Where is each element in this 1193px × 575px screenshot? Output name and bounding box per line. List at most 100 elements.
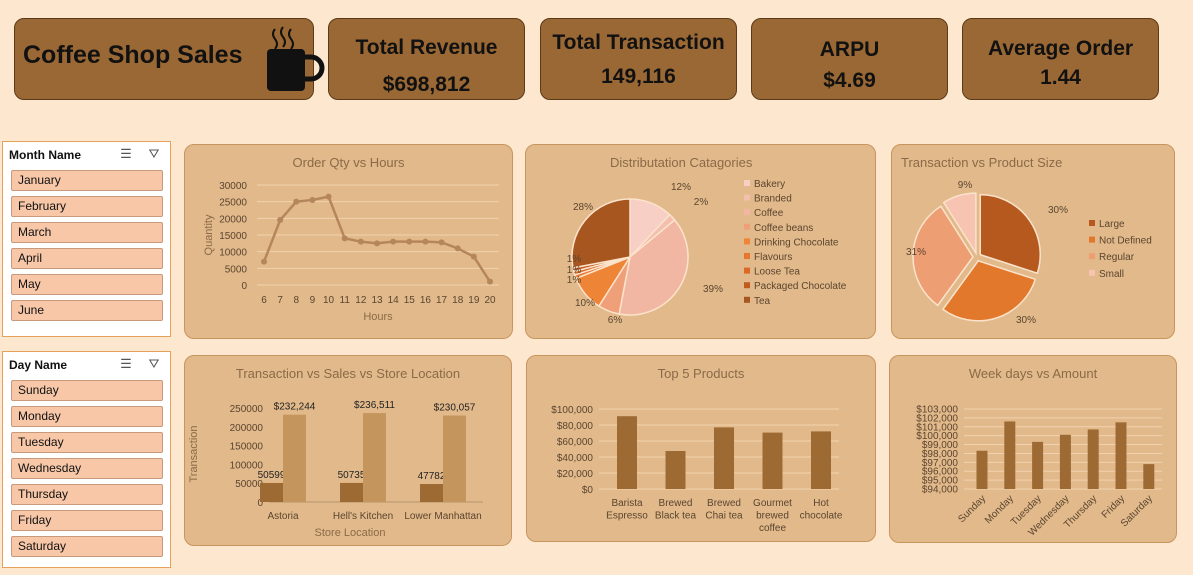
slice-label: 1% bbox=[567, 254, 582, 265]
chart-title: Distributation Catagories bbox=[610, 155, 753, 170]
slicer-item-thursday[interactable]: Thursday bbox=[11, 484, 163, 505]
x-tick-label: 7 bbox=[277, 295, 283, 306]
bar bbox=[714, 427, 734, 489]
clear-filter-icon[interactable]: ⛛ bbox=[148, 356, 160, 371]
bar bbox=[811, 431, 831, 489]
y-tick-label: 0 bbox=[257, 498, 263, 509]
legend-label: Branded bbox=[754, 194, 792, 205]
category-panel: Distributation Catagories 12% 2% 39% 6% 10% 1… bbox=[525, 144, 876, 339]
store-panel: Transaction vs Sales vs Store Location 0… bbox=[184, 355, 512, 546]
x-tick-label: coffee bbox=[759, 523, 786, 534]
bar bbox=[420, 484, 443, 502]
y-tick-label: $100,000 bbox=[916, 431, 958, 442]
bar bbox=[1059, 434, 1071, 489]
clear-filter-icon[interactable]: ⛛ bbox=[148, 146, 160, 161]
order-qty-line-chart: 0 5000 10000 15000 20000 25000 30000 6 7 8 9 10 11 12… bbox=[203, 181, 499, 323]
slicer-item-june[interactable]: June bbox=[11, 300, 163, 321]
title-card: Coffee Shop Sales bbox=[14, 18, 325, 100]
slicer-item-march[interactable]: March bbox=[11, 222, 163, 243]
kpi-label: Average Order bbox=[987, 37, 1134, 60]
top-products-panel: Top 5 Products $0 $20,000 $40,000 $60,000 $8… bbox=[526, 355, 876, 542]
data-point bbox=[325, 193, 332, 200]
y-tick-label: $94,000 bbox=[922, 485, 959, 496]
kpi-value: $4.69 bbox=[823, 69, 876, 92]
multi-select-icon[interactable]: ☰ bbox=[120, 356, 132, 371]
x-tick-label: Chai tea bbox=[705, 511, 743, 522]
y-tick-label: $95,000 bbox=[922, 476, 959, 487]
slicer-item-saturday[interactable]: Saturday bbox=[11, 536, 163, 557]
dashboard-title: Coffee Shop Sales bbox=[23, 41, 243, 69]
data-point bbox=[422, 238, 429, 245]
data-point bbox=[454, 245, 461, 252]
x-tick-label: 12 bbox=[355, 295, 367, 306]
legend-swatch bbox=[1089, 220, 1095, 226]
y-tick-label: $80,000 bbox=[557, 421, 594, 432]
y-tick-label: $97,000 bbox=[922, 458, 959, 469]
data-point bbox=[438, 239, 445, 246]
x-tick-label: Astoria bbox=[267, 511, 299, 522]
legend-label: Drinking Chocolate bbox=[754, 237, 839, 248]
data-point bbox=[261, 258, 267, 265]
size-pie-chart: 30% 30% 31% 9% Large Not Defined Regular Small bbox=[906, 180, 1152, 326]
x-tick-label: 8 bbox=[294, 295, 300, 306]
y-tick-label: $98,000 bbox=[922, 449, 959, 460]
x-tick-label: Brewed bbox=[659, 498, 693, 509]
slice-label: 39% bbox=[703, 284, 723, 295]
slice-label: 30% bbox=[1048, 205, 1068, 216]
y-tick-label: 100000 bbox=[230, 460, 264, 471]
bar bbox=[1087, 429, 1099, 489]
category-pie-chart: 12%2%39%6%10%1%1%1%28%BakeryBrandedCoffe… bbox=[567, 179, 847, 326]
y-tick-label: $40,000 bbox=[557, 453, 594, 464]
slice-label: 10% bbox=[575, 298, 595, 309]
kpi-label: Total Revenue bbox=[355, 36, 498, 59]
multi-select-icon[interactable]: ☰ bbox=[120, 146, 132, 161]
slicer-item-monday[interactable]: Monday bbox=[11, 406, 163, 427]
bar bbox=[1143, 464, 1155, 489]
y-tick-label: $102,000 bbox=[916, 413, 958, 424]
bar bbox=[976, 450, 988, 489]
y-tick-label: 5000 bbox=[225, 264, 248, 275]
chart-title: Transaction vs Sales vs Store Location bbox=[235, 366, 461, 381]
x-tick-label: 11 bbox=[340, 295, 351, 306]
data-point bbox=[487, 278, 493, 285]
kpi-value: 149,116 bbox=[601, 65, 676, 88]
x-tick-label: Gourmet bbox=[753, 498, 792, 509]
legend-label: Coffee beans bbox=[754, 223, 813, 234]
x-tick-label: chocolate bbox=[800, 511, 843, 522]
legend-label: Coffee bbox=[754, 208, 784, 219]
bar bbox=[1115, 422, 1127, 489]
y-tick-label: $96,000 bbox=[922, 467, 959, 478]
chart-title: Top 5 Products bbox=[657, 366, 745, 381]
legend-swatch bbox=[744, 238, 750, 245]
y-axis-label: Transaction bbox=[188, 425, 200, 482]
slicer-item-may[interactable]: May bbox=[11, 274, 163, 295]
y-tick-label: $0 bbox=[582, 485, 594, 496]
x-tick-label: Barista bbox=[611, 498, 643, 509]
legend-label: Not Defined bbox=[1099, 236, 1152, 247]
x-tick-label: 9 bbox=[310, 295, 316, 306]
bar bbox=[363, 413, 386, 502]
slicer-item-april[interactable]: April bbox=[11, 248, 163, 269]
y-tick-label: 50000 bbox=[235, 479, 263, 490]
slicer-item-february[interactable]: February bbox=[11, 196, 163, 217]
pie-slice bbox=[912, 205, 974, 307]
x-tick-label: brewed bbox=[756, 511, 789, 522]
slicer-item-sunday[interactable]: Sunday bbox=[11, 380, 163, 401]
data-label: $236,511 bbox=[354, 400, 395, 411]
x-tick-label: Black tea bbox=[655, 511, 697, 522]
y-tick-label: 150000 bbox=[230, 442, 264, 453]
slicer-item-tuesday[interactable]: Tuesday bbox=[11, 432, 163, 453]
chart-title: Transaction vs Product Size bbox=[901, 155, 1063, 170]
series-line bbox=[262, 195, 492, 283]
kpi-total-transaction: Total Transaction 149,116 bbox=[540, 18, 737, 100]
size-panel: Transaction vs Product Size 30% 30% 31% 9% L… bbox=[891, 144, 1175, 339]
legend-swatch bbox=[1089, 253, 1095, 260]
kpi-total-revenue: Total Revenue $698,812 bbox=[328, 18, 525, 100]
data-point bbox=[293, 198, 300, 205]
legend-label: Loose Tea bbox=[754, 267, 800, 278]
legend-swatch bbox=[1089, 236, 1095, 243]
slicer-item-january[interactable]: January bbox=[11, 170, 163, 191]
slicer-item-wednesday[interactable]: Wednesday bbox=[11, 458, 163, 479]
slicer-item-friday[interactable]: Friday bbox=[11, 510, 163, 531]
store-bar-chart: 0 50000 100000 150000 200000 250000 50599 $232,… bbox=[188, 400, 483, 539]
